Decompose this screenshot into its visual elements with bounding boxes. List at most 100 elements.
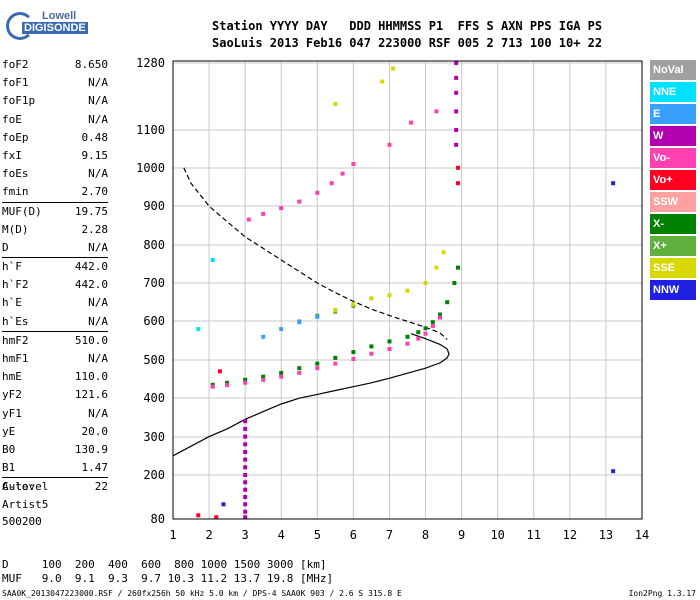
digisonde-logo: Lowell DIGISONDE bbox=[6, 6, 88, 46]
chart-point bbox=[456, 165, 460, 170]
param-row: C-level 22 bbox=[2, 477, 108, 496]
chart-point bbox=[246, 217, 251, 222]
chart-point bbox=[297, 320, 302, 325]
legend-item: Vo+ bbox=[650, 170, 696, 190]
param-name: fmin bbox=[2, 185, 29, 199]
param-name: fxI bbox=[2, 148, 22, 162]
chart-point bbox=[297, 199, 302, 204]
param-name: foEp bbox=[2, 130, 29, 144]
y-tick-label: 1100 bbox=[136, 123, 165, 137]
param-name: h`F bbox=[2, 260, 22, 274]
param-name: hmF1 bbox=[2, 352, 29, 365]
logo-line1: Lowell bbox=[42, 10, 77, 22]
y-tick-label: 300 bbox=[143, 430, 165, 444]
param-row: hmF2 510.0 bbox=[2, 330, 108, 350]
chart-point bbox=[387, 347, 392, 351]
chart-point bbox=[243, 495, 248, 499]
param-value: 2.28 bbox=[81, 222, 109, 236]
param-name: h`Es bbox=[2, 314, 29, 328]
param-name: B1 bbox=[2, 461, 16, 475]
chart-series-line bbox=[183, 167, 448, 340]
chart-point bbox=[369, 344, 374, 349]
chart-point bbox=[438, 312, 442, 317]
chart-point bbox=[351, 162, 356, 166]
param-name: foE bbox=[2, 112, 22, 126]
chart-point bbox=[261, 211, 266, 216]
chart-point bbox=[409, 120, 414, 125]
param-row: hmE 110.0 bbox=[2, 368, 108, 386]
chart-point bbox=[454, 75, 459, 80]
param-row: h`Es N/A bbox=[2, 313, 108, 331]
legend-item: W bbox=[650, 126, 696, 146]
param-value: N/A bbox=[88, 406, 108, 420]
legend-item: Vo- bbox=[650, 148, 696, 168]
param-row: foF1 N/A bbox=[2, 74, 108, 92]
file-info-footer: SAA0K_2013047223000.RSF / 260fx256h 50 k… bbox=[2, 589, 402, 598]
chart-point bbox=[214, 515, 219, 520]
chart-point bbox=[387, 142, 392, 147]
param-name: MUF(D) bbox=[2, 204, 42, 218]
chart-point bbox=[297, 370, 302, 375]
param-name: yF2 bbox=[2, 388, 22, 402]
chart-point bbox=[434, 109, 439, 114]
param-value: 2.70 bbox=[81, 185, 109, 199]
chart-point bbox=[243, 515, 248, 520]
chart-point bbox=[452, 281, 457, 285]
muf-distance-row: D 100 200 400 600 800 1000 1500 3000 [km… bbox=[2, 558, 327, 571]
chart-point bbox=[243, 426, 248, 431]
chart-point bbox=[454, 61, 459, 65]
legend-item: SSE bbox=[650, 258, 696, 278]
legend-item: SSW bbox=[650, 192, 696, 212]
chart-point bbox=[243, 457, 248, 462]
chart-points bbox=[196, 61, 616, 520]
scaled-parameters-panel: foF2 8.650 foF1 N/A foF1p N/A foE N/A foEp 0.48 fx… bbox=[2, 56, 108, 497]
chart-point bbox=[243, 509, 248, 514]
param-name: hmF2 bbox=[2, 333, 29, 347]
chart-point bbox=[261, 377, 266, 382]
x-tick-label: 12 bbox=[563, 528, 577, 542]
param-row: fxI 9.15 bbox=[2, 147, 108, 165]
chart-point bbox=[243, 502, 248, 507]
param-name: B0 bbox=[2, 442, 16, 456]
param-value: 20.0 bbox=[81, 424, 109, 438]
x-tick-label: 11 bbox=[527, 528, 541, 542]
legend-item: E bbox=[650, 104, 696, 124]
x-tick-label: 9 bbox=[458, 528, 465, 542]
chart-point bbox=[261, 334, 266, 339]
param-name: h`E bbox=[2, 296, 22, 310]
chart-point bbox=[351, 302, 356, 307]
param-value: 8.650 bbox=[74, 58, 108, 71]
legend-item: X- bbox=[650, 214, 696, 234]
x-tick-label: 6 bbox=[350, 528, 357, 542]
chart-point bbox=[423, 331, 428, 336]
chart-point bbox=[279, 374, 284, 379]
x-tick-label: 7 bbox=[386, 528, 393, 542]
chart-point bbox=[434, 265, 439, 270]
param-value: 510.0 bbox=[74, 333, 108, 347]
legend-item: NoVal bbox=[650, 60, 696, 80]
chart-point bbox=[243, 480, 248, 485]
chart-curves bbox=[172, 167, 450, 457]
param-value: N/A bbox=[88, 94, 108, 108]
param-value: 0.48 bbox=[81, 130, 109, 144]
chart-point bbox=[445, 300, 450, 305]
param-row: fmin 2.70 bbox=[2, 183, 108, 201]
autoscaling-line1: Auto: bbox=[2, 480, 36, 493]
chart-point bbox=[297, 366, 302, 371]
chart-point bbox=[315, 361, 320, 366]
param-name: foEs bbox=[2, 167, 29, 181]
chart-point bbox=[456, 181, 460, 186]
chart-point bbox=[243, 450, 248, 454]
x-tick-label: 2 bbox=[205, 528, 212, 542]
y-tick-label: 80 bbox=[151, 512, 165, 526]
chart-point bbox=[315, 366, 320, 371]
y-tick-label: 500 bbox=[143, 353, 165, 367]
chart-point bbox=[196, 327, 201, 332]
param-name: M(D) bbox=[2, 222, 29, 236]
param-value: N/A bbox=[88, 352, 108, 365]
chart-point bbox=[454, 109, 459, 114]
autoscaling-line3: 500200 bbox=[2, 515, 42, 528]
chart-point bbox=[333, 101, 338, 106]
param-row: foEp 0.48 bbox=[2, 129, 108, 147]
chart-point bbox=[430, 324, 435, 328]
